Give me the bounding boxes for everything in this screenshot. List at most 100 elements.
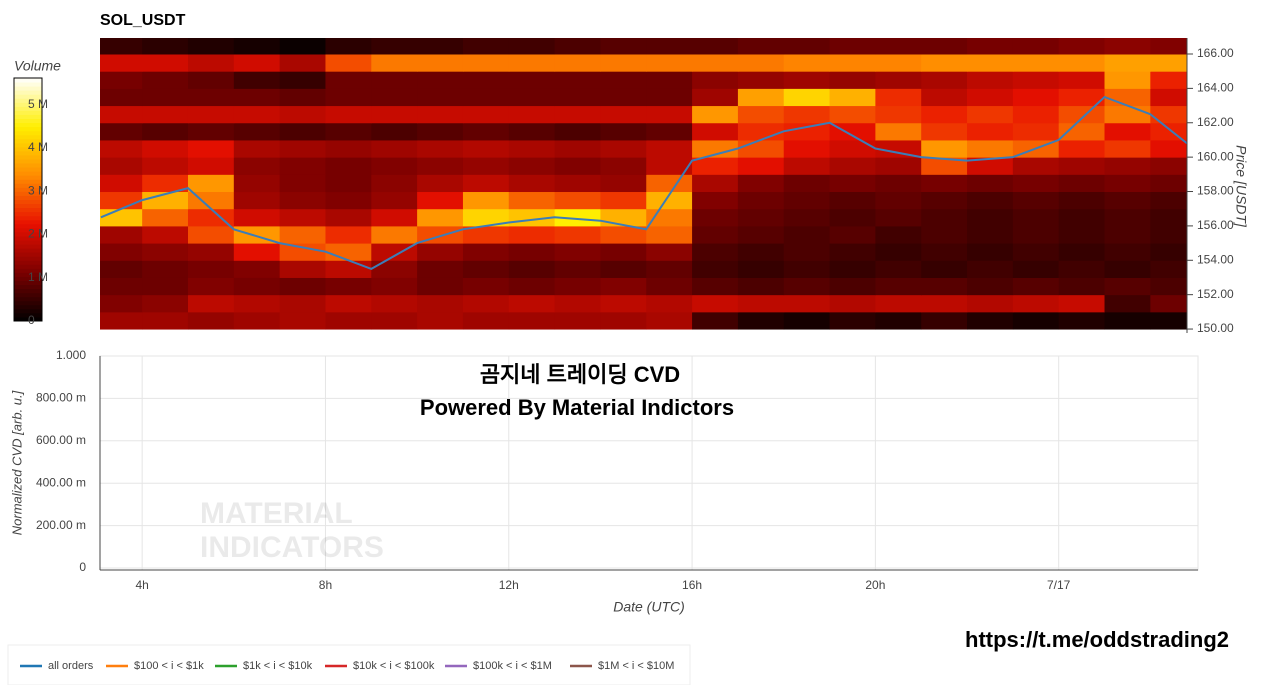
heat-cell: [233, 191, 281, 210]
legend-label: $1M < i < $10M: [598, 660, 674, 672]
chart-title: SOL_USDT: [100, 12, 186, 29]
heat-cell: [600, 311, 647, 330]
heat-cell: [508, 294, 556, 313]
y2-tick-label: 152.00: [1197, 287, 1234, 301]
colorbar-frame: [13, 77, 43, 322]
y-tick-label: 600.00 m: [36, 433, 86, 447]
heat-cell: [417, 311, 464, 330]
heat-cell: [554, 311, 601, 330]
heat-cell: [233, 294, 281, 313]
heat-cell: [783, 208, 831, 227]
heat-cell: [371, 311, 418, 330]
heat-cell: [1150, 71, 1187, 89]
heat-cell: [187, 294, 235, 313]
colorbar-step: [14, 126, 42, 132]
heat-cell: [921, 277, 968, 296]
heat-cell: [417, 208, 464, 227]
heat-cell: [417, 277, 464, 296]
heat-cell: [967, 174, 1014, 193]
heat-cell: [554, 105, 601, 124]
heat-cell: [325, 38, 372, 55]
heat-cell: [554, 139, 601, 158]
heat-cell: [554, 38, 601, 55]
heat-cell: [417, 294, 464, 313]
heat-cell: [737, 53, 785, 72]
heat-cell: [142, 191, 189, 210]
heat-cell: [462, 311, 510, 330]
heat-cell: [1150, 191, 1187, 210]
colorbar-step: [14, 211, 42, 217]
heat-cell: [554, 225, 601, 244]
heat-cell: [187, 71, 235, 89]
heat-cell: [600, 105, 647, 124]
heat-cell: [1104, 311, 1151, 330]
heat-cell: [967, 311, 1014, 330]
heat-cell: [100, 260, 143, 278]
heat-cell: [692, 139, 739, 158]
heat-cell: [875, 122, 922, 141]
x-tick-label: 7/17: [1047, 578, 1071, 592]
heat-cell: [783, 71, 831, 89]
heat-cell: [462, 105, 510, 124]
heat-cell: [187, 208, 235, 227]
heat-cell: [921, 38, 968, 55]
heat-cell: [508, 174, 556, 193]
heat-cell: [737, 88, 785, 107]
heat-cell: [371, 157, 418, 175]
heat-cell: [325, 208, 372, 227]
heat-cell: [1012, 191, 1060, 210]
heat-cell: [279, 260, 326, 278]
x-axis-title: Date (UTC): [613, 599, 685, 615]
heat-cell: [142, 277, 189, 296]
heat-cell: [737, 105, 785, 124]
heat-cell: [783, 53, 831, 72]
heat-cell: [1104, 53, 1151, 72]
heat-cell: [100, 53, 143, 72]
heat-cell: [325, 311, 372, 330]
heat-cell: [1104, 174, 1151, 193]
heat-cell: [1150, 311, 1187, 330]
y2-tick-label: 158.00: [1197, 184, 1234, 198]
heat-cell: [1058, 260, 1106, 278]
heat-cell: [142, 122, 189, 141]
heat-cell: [646, 191, 693, 210]
heat-cell: [600, 139, 647, 158]
heat-cell: [233, 71, 281, 89]
heat-cell: [921, 294, 968, 313]
colorbar-step: [14, 231, 42, 237]
heat-cell: [1012, 311, 1060, 330]
heat-cell: [554, 294, 601, 313]
heat-cell: [783, 122, 831, 141]
heat-cell: [462, 174, 510, 193]
heat-cell: [967, 157, 1014, 175]
heat-cell: [508, 225, 556, 244]
heat-cell: [692, 225, 739, 244]
colorbar-step: [14, 304, 42, 310]
colorbar-step: [14, 118, 42, 124]
heat-cell: [100, 174, 143, 193]
colorbar-tick-label: 1 M: [28, 270, 48, 284]
heat-cell: [371, 243, 418, 261]
heat-cell: [1012, 294, 1060, 313]
heat-cell: [187, 243, 235, 261]
heat-cell: [462, 277, 510, 296]
heat-cell: [100, 225, 143, 244]
y2-tick-label: 154.00: [1197, 252, 1234, 266]
colorbar-step: [14, 227, 42, 233]
heat-cell: [692, 174, 739, 193]
heat-cell: [233, 53, 281, 72]
heat-cell: [829, 260, 876, 278]
legend-label: $10k < i < $100k: [353, 660, 435, 672]
heat-cell: [829, 208, 876, 227]
heat-cell: [783, 243, 831, 261]
heat-cell: [1104, 122, 1151, 141]
heat-cell: [1012, 105, 1060, 124]
heat-cell: [554, 243, 601, 261]
colorbar-step: [14, 114, 42, 119]
heat-cell: [737, 38, 785, 55]
colorbar-step: [14, 98, 42, 103]
watermark: INDICATORS: [200, 531, 384, 564]
heat-cell: [600, 294, 647, 313]
heat-cell: [1058, 243, 1106, 261]
heat-cell: [1104, 277, 1151, 296]
